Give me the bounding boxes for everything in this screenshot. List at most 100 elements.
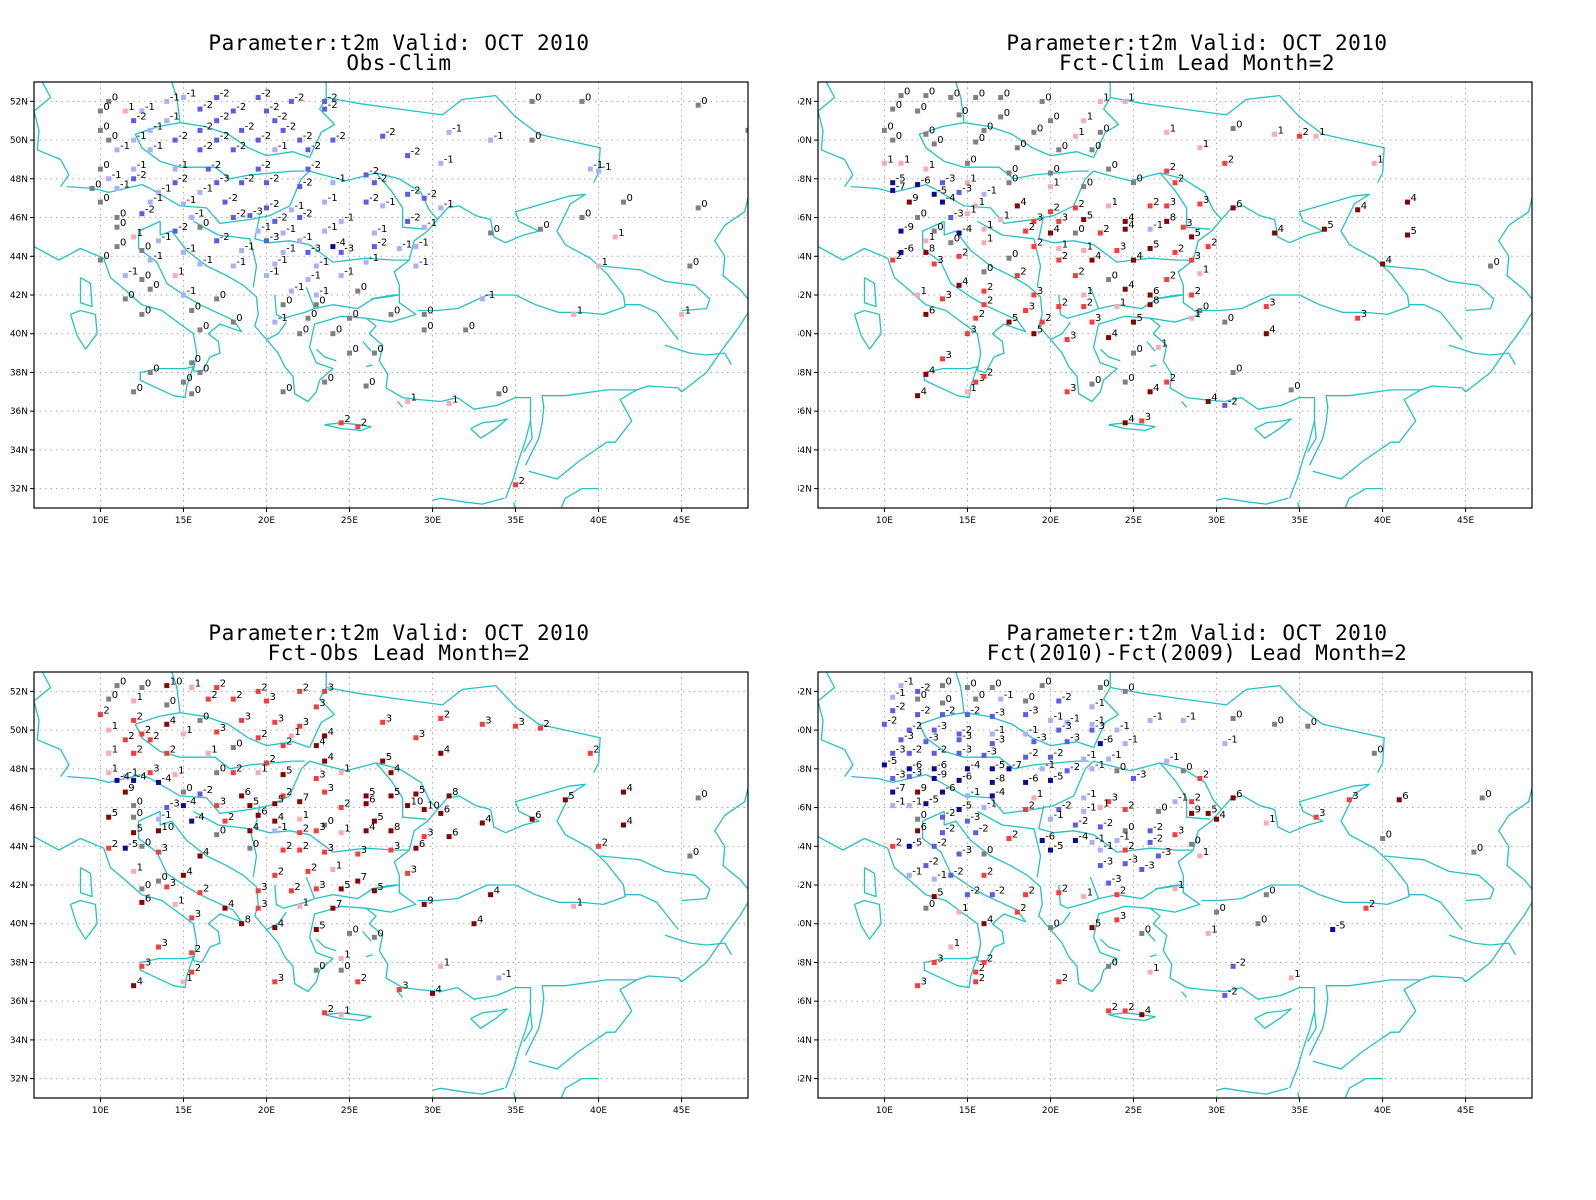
station-marker <box>421 807 427 812</box>
coastline <box>370 294 400 300</box>
station-value-label: 1 <box>929 160 935 171</box>
station-marker <box>264 108 269 114</box>
station-marker <box>488 137 494 143</box>
station-marker <box>981 302 987 308</box>
station-marker <box>297 847 303 853</box>
station-value-label: 9 <box>427 895 433 906</box>
station-marker <box>322 106 328 112</box>
station-value-label: 1 <box>1120 298 1126 309</box>
station-marker <box>106 750 112 756</box>
station-value-label: 3 <box>921 977 927 988</box>
coastline <box>139 955 195 989</box>
station-value-label: -2 <box>245 121 255 132</box>
station-value-label: 5 <box>1095 919 1101 930</box>
station-value-label: 2 <box>519 476 525 487</box>
station-value-label: -2 <box>286 121 296 132</box>
coastline <box>513 487 599 508</box>
station-value-label: -1 <box>444 199 454 210</box>
station-marker <box>931 727 937 733</box>
station-marker <box>147 147 153 153</box>
station-marker <box>97 108 103 114</box>
station-value-label: 3 <box>319 698 325 709</box>
station-value-label: 2 <box>987 367 993 378</box>
station-value-label: 2 <box>1170 373 1176 384</box>
station-value-label: 3 <box>1120 242 1126 253</box>
station-value-label: 1 <box>344 950 350 961</box>
station-value-label: 0 <box>203 711 209 722</box>
station-marker <box>1189 799 1195 805</box>
station-marker <box>537 226 543 232</box>
station-value-label: 0 <box>1095 141 1101 152</box>
station-marker <box>1097 805 1103 810</box>
coastline <box>1038 215 1094 246</box>
station-marker <box>948 95 954 100</box>
y-tick-label: 48N <box>10 175 28 185</box>
station-value-label: 0 <box>1112 957 1118 968</box>
station-marker <box>931 894 937 900</box>
station-marker <box>529 137 535 143</box>
station-value-label: 3 <box>1037 212 1043 223</box>
station-value-label: 0 <box>377 928 383 939</box>
station-value-label: 9 <box>921 783 927 794</box>
coastline <box>1149 364 1157 368</box>
station-value-label: -1 <box>987 185 997 196</box>
station-value-label: 2 <box>896 837 902 848</box>
station-marker <box>915 983 921 989</box>
station-marker <box>1031 331 1037 337</box>
station-marker <box>1064 389 1070 395</box>
station-marker <box>147 370 153 375</box>
station-value-label: -1 <box>593 160 603 171</box>
station-marker <box>197 370 203 375</box>
station-value-label: 2 <box>1029 886 1035 897</box>
station-value-label: 6 <box>1236 199 1242 210</box>
station-marker <box>940 199 945 205</box>
station-marker <box>197 327 203 333</box>
station-value-label: 0 <box>128 290 134 301</box>
station-marker <box>906 872 912 878</box>
station-marker <box>264 273 269 279</box>
station-value-label: 2 <box>1203 770 1209 781</box>
station-value-label: 0 <box>1145 924 1151 935</box>
station-value-label: -2 <box>261 131 271 142</box>
station-marker <box>114 244 120 250</box>
station-marker <box>956 807 962 812</box>
station-value-label: 0 <box>1377 744 1383 755</box>
station-marker <box>1222 319 1228 325</box>
station-marker <box>122 737 128 743</box>
station-marker <box>587 166 593 172</box>
station-marker <box>915 789 921 795</box>
station-value-label: 3 <box>1361 309 1367 320</box>
station-value-label: -1 <box>294 201 304 212</box>
station-value-label: -5 <box>128 839 138 850</box>
station-marker <box>197 127 203 133</box>
station-marker <box>189 391 195 397</box>
coastline <box>315 938 337 952</box>
station-marker <box>1122 847 1128 853</box>
station-marker <box>147 770 153 776</box>
station-value-label: 2 <box>195 963 201 974</box>
station-map: -1 -1 -2 -2 -2 -200 1 -1 -2 -2 -2 -2-2 -1 -2 -20 -1 -2 -2… <box>10 81 749 526</box>
station-marker <box>1172 886 1178 892</box>
station-marker <box>1147 969 1153 975</box>
station-value-label: 1 <box>1103 92 1109 103</box>
station-marker <box>890 257 896 263</box>
x-tick-label: 10E <box>92 516 109 526</box>
coastline <box>1181 401 1188 408</box>
station-value-label: -2 <box>203 100 213 111</box>
station-marker <box>906 750 912 756</box>
station-value-label: -4 <box>995 787 1005 798</box>
station-value-label: 3 <box>402 981 408 992</box>
station-marker <box>1048 118 1053 124</box>
station-value-label: -2 <box>203 141 213 152</box>
station-value-label: 2 <box>1369 899 1375 910</box>
station-marker <box>164 683 170 689</box>
x-tick-label: 45E <box>673 1106 690 1116</box>
station-value-label: -1 <box>970 787 980 798</box>
station-value-label: -1 <box>203 255 213 266</box>
station-value-label: 1 <box>954 938 960 949</box>
station-marker <box>989 741 995 747</box>
station-marker <box>1056 890 1062 896</box>
station-value-label: 3 <box>278 713 284 724</box>
y-tick-label: 44N <box>10 252 28 262</box>
